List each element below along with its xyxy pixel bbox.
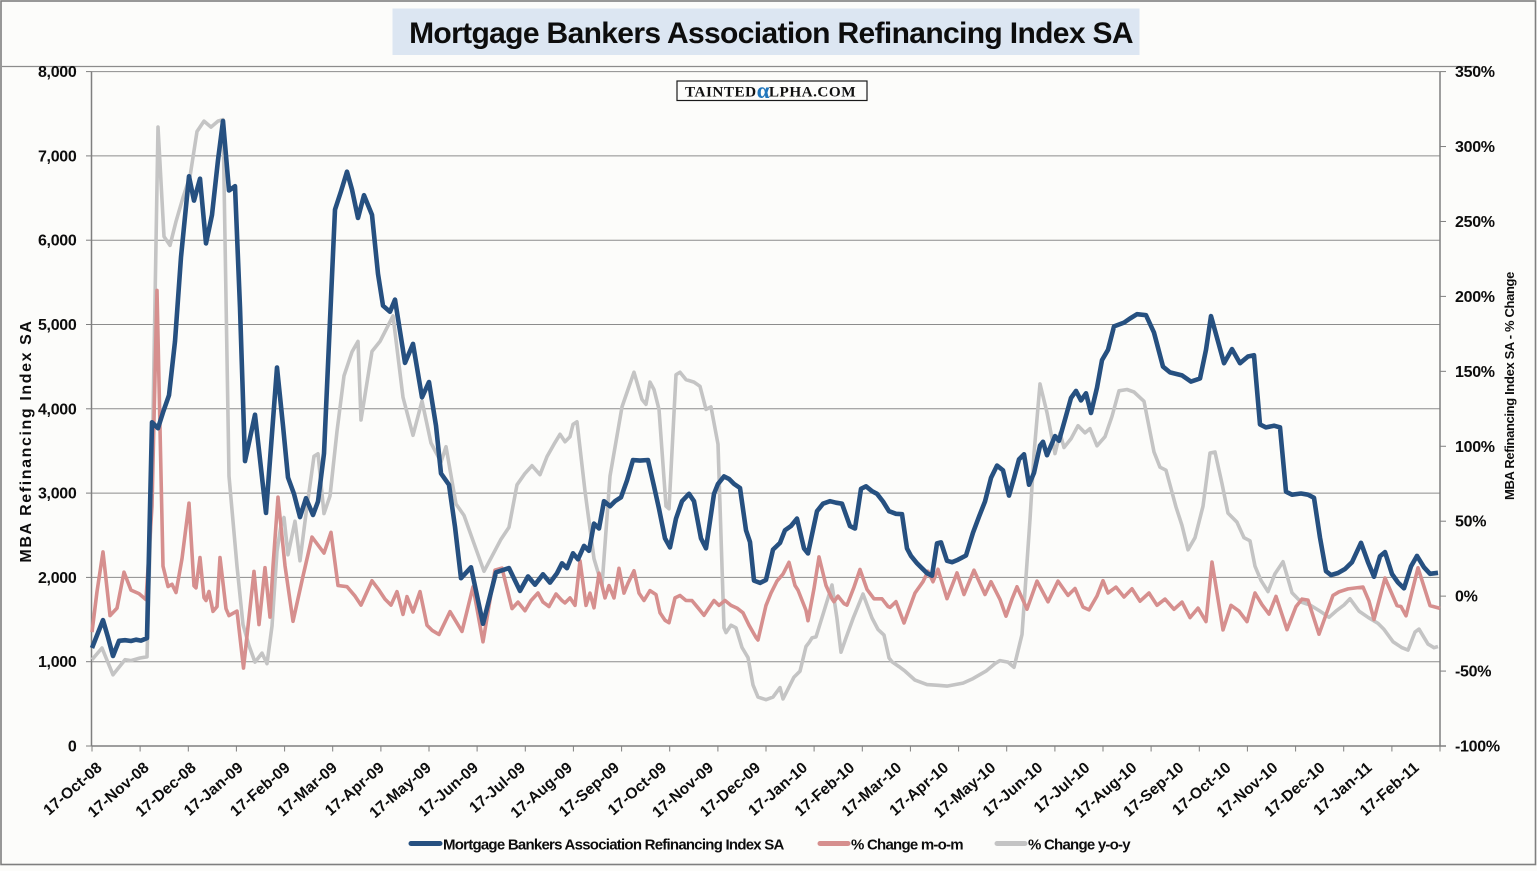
svg-text:7,000: 7,000 xyxy=(38,148,77,165)
svg-text:350%: 350% xyxy=(1455,64,1495,81)
svg-text:8,000: 8,000 xyxy=(38,64,77,81)
svg-text:Mortgage Bankers Association R: Mortgage Bankers Association Refinancing… xyxy=(443,837,785,854)
svg-text:% Change m-o-m: % Change m-o-m xyxy=(851,837,963,854)
svg-text:50%: 50% xyxy=(1455,514,1486,531)
svg-text:0: 0 xyxy=(68,739,77,756)
svg-text:3,000: 3,000 xyxy=(38,486,77,503)
svg-text:1,000: 1,000 xyxy=(38,654,77,671)
svg-text:MBA Refinancing Index SA - % C: MBA Refinancing Index SA - % Change xyxy=(1502,272,1517,500)
svg-text:0%: 0% xyxy=(1455,589,1478,606)
svg-text:2,000: 2,000 xyxy=(38,570,77,587)
svg-text:6,000: 6,000 xyxy=(38,233,77,250)
svg-text:250%: 250% xyxy=(1455,214,1495,231)
svg-text:-100%: -100% xyxy=(1455,739,1500,756)
svg-text:% Change y-o-y: % Change y-o-y xyxy=(1028,837,1131,854)
svg-text:100%: 100% xyxy=(1455,439,1495,456)
svg-text:5,000: 5,000 xyxy=(38,317,77,334)
svg-text:200%: 200% xyxy=(1455,289,1495,306)
svg-text:-50%: -50% xyxy=(1455,664,1491,681)
svg-text:300%: 300% xyxy=(1455,139,1495,156)
svg-text:Mortgage Bankers Association R: Mortgage Bankers Association Refinancing… xyxy=(409,17,1133,50)
svg-text:MBA Refinancing Index SA: MBA Refinancing Index SA xyxy=(18,319,35,562)
svg-text:150%: 150% xyxy=(1455,364,1495,381)
svg-text:4,000: 4,000 xyxy=(38,401,77,418)
